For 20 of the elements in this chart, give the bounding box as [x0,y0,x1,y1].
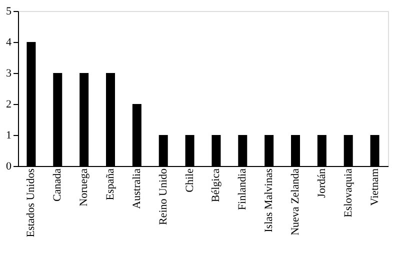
x-tick-label: Islas Malvinas [263,168,276,232]
y-tick-label: 4 [6,36,12,48]
x-tick-label: Chile [184,168,196,192]
x-tick-label: Finlandia [236,168,249,210]
x-tick-label: Noruega [78,168,90,206]
x-tick-label: España [104,168,116,200]
x-tick-label: Nueva Zelanda [290,168,302,236]
y-tick-label: 0 [6,160,12,172]
x-tick-label: Bélgica [210,168,222,202]
x-tick-label: Estados Unidos [25,168,38,238]
x-tick-label: Eslovaquia [342,168,354,218]
y-tick-label: 2 [6,98,12,110]
y-tick-label: 3 [6,68,12,80]
y-tick-label: 1 [6,130,12,142]
x-tick-label: Canada [52,168,64,202]
x-tick-label: Reino Unido [157,168,170,226]
x-tick-label: Jordán [316,168,328,198]
x-tick-label: Australia [130,168,143,209]
x-tick-label: Vietnam [368,168,381,206]
y-tick-label: 5 [6,6,12,18]
